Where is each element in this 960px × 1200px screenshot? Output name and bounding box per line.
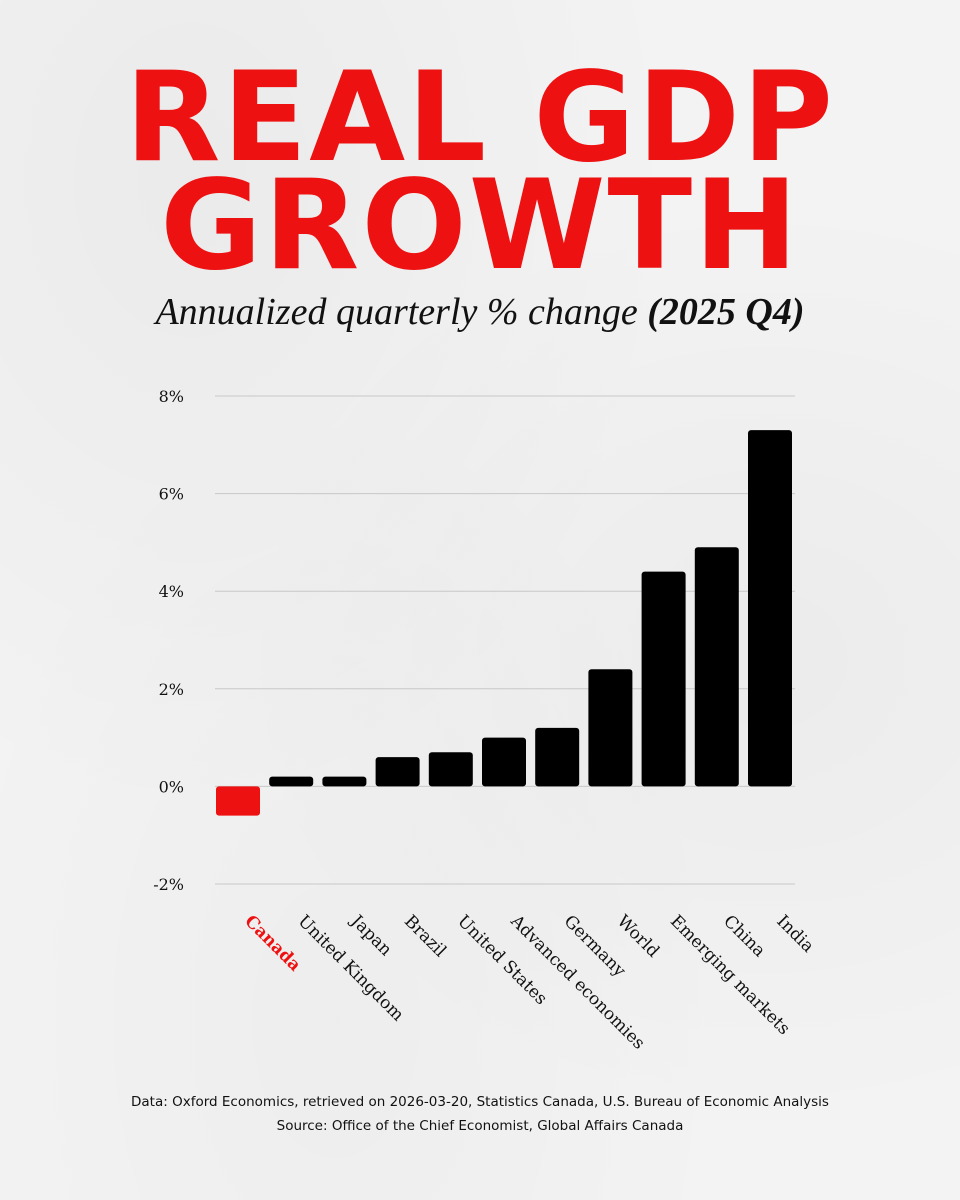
- chart-title-line-1: REAL GDP: [125, 46, 835, 190]
- subtitle-period: (2025 Q4): [647, 291, 805, 333]
- bar: [375, 757, 420, 787]
- chart-subtitle: Annualized quarterly % change (2025 Q4): [0, 290, 960, 334]
- x-tick-label: Japan: [345, 910, 395, 960]
- y-tick-label: 4%: [159, 582, 184, 601]
- x-tick-label: China: [719, 911, 769, 961]
- y-tick-label: -2%: [153, 875, 184, 894]
- bar: [588, 669, 633, 787]
- source-credit: Source: Office of the Chief Economist, G…: [276, 1118, 684, 1134]
- data-credit: Data: Oxford Economics, retrieved on 202…: [131, 1094, 829, 1110]
- bar: [535, 727, 580, 787]
- bar: [482, 737, 526, 787]
- bar: [322, 776, 367, 787]
- chart-title-line-2: GROWTH: [160, 154, 800, 298]
- x-tick-label: India: [772, 911, 817, 956]
- bar: [694, 547, 739, 787]
- y-tick-label: 2%: [159, 680, 184, 699]
- subtitle-text: Annualized quarterly % change: [155, 291, 638, 333]
- x-tick-label: Canada: [240, 911, 304, 975]
- y-tick-label: 6%: [159, 485, 184, 504]
- bar: [748, 430, 792, 787]
- x-tick-label: Brazil: [400, 911, 450, 961]
- bar: [428, 752, 473, 787]
- bar: [216, 786, 260, 816]
- x-tick-label: World: [613, 911, 663, 961]
- y-tick-label: 0%: [159, 777, 184, 796]
- bar: [641, 571, 686, 787]
- y-tick-label: 8%: [159, 387, 184, 406]
- bar: [269, 776, 314, 787]
